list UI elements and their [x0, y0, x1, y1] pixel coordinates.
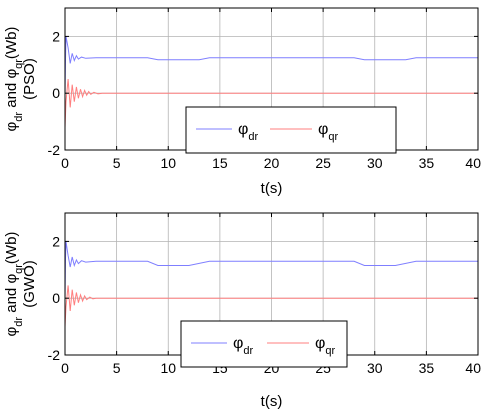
legend-label-phi-dr: φdr [233, 335, 253, 357]
y-tick-label: -2 [48, 142, 61, 158]
x-axis-label: t(s) [261, 180, 283, 197]
legend: φdr φqr [180, 320, 348, 368]
x-tick-label: 10 [160, 155, 176, 171]
legend-box [185, 106, 397, 154]
y-tick-label: -2 [48, 347, 61, 363]
x-tick-label: 35 [419, 360, 435, 376]
x-tick-label: 5 [113, 155, 121, 171]
x-tick-label: 25 [315, 155, 331, 171]
x-tick-label: 40 [465, 155, 481, 171]
y-axis-label: φdr and φqr(Wb) [3, 27, 25, 132]
y-tick-label: 0 [52, 290, 60, 306]
y-axis-label-method: (GWO) [21, 260, 38, 307]
x-tick-label: 35 [419, 155, 435, 171]
x-tick-label: 40 [465, 360, 481, 376]
legend: φdr φqr [185, 106, 397, 154]
series-line-phi-qr [64, 78, 478, 128]
x-tick-label: 30 [367, 155, 383, 171]
x-tick-label: 5 [113, 360, 121, 376]
legend-label-phi-dr: φdr [238, 121, 258, 143]
legend-label-phi-qr: φqr [315, 335, 335, 357]
y-tick-label: 0 [52, 85, 60, 101]
x-tick-label: 30 [367, 360, 383, 376]
series-line-phi-dr [64, 241, 478, 299]
x-axis-label: t(s) [261, 393, 283, 410]
y-tick-label: 2 [52, 233, 60, 249]
x-tick-label: 0 [61, 360, 69, 376]
x-tick-label: 15 [212, 155, 228, 171]
legend-label-phi-qr: φqr [318, 121, 338, 143]
y-axis-label-method: (PSO) [21, 58, 38, 100]
series-line-phi-dr [64, 36, 478, 94]
series-line-phi-qr [64, 285, 478, 327]
legend-box [180, 320, 348, 368]
y-tick-label: 2 [52, 28, 60, 44]
y-axis-label: φdr and φqr(Wb) [3, 232, 25, 337]
x-tick-label: 20 [264, 155, 280, 171]
x-tick-label: 10 [160, 360, 176, 376]
x-tick-label: 0 [61, 155, 69, 171]
